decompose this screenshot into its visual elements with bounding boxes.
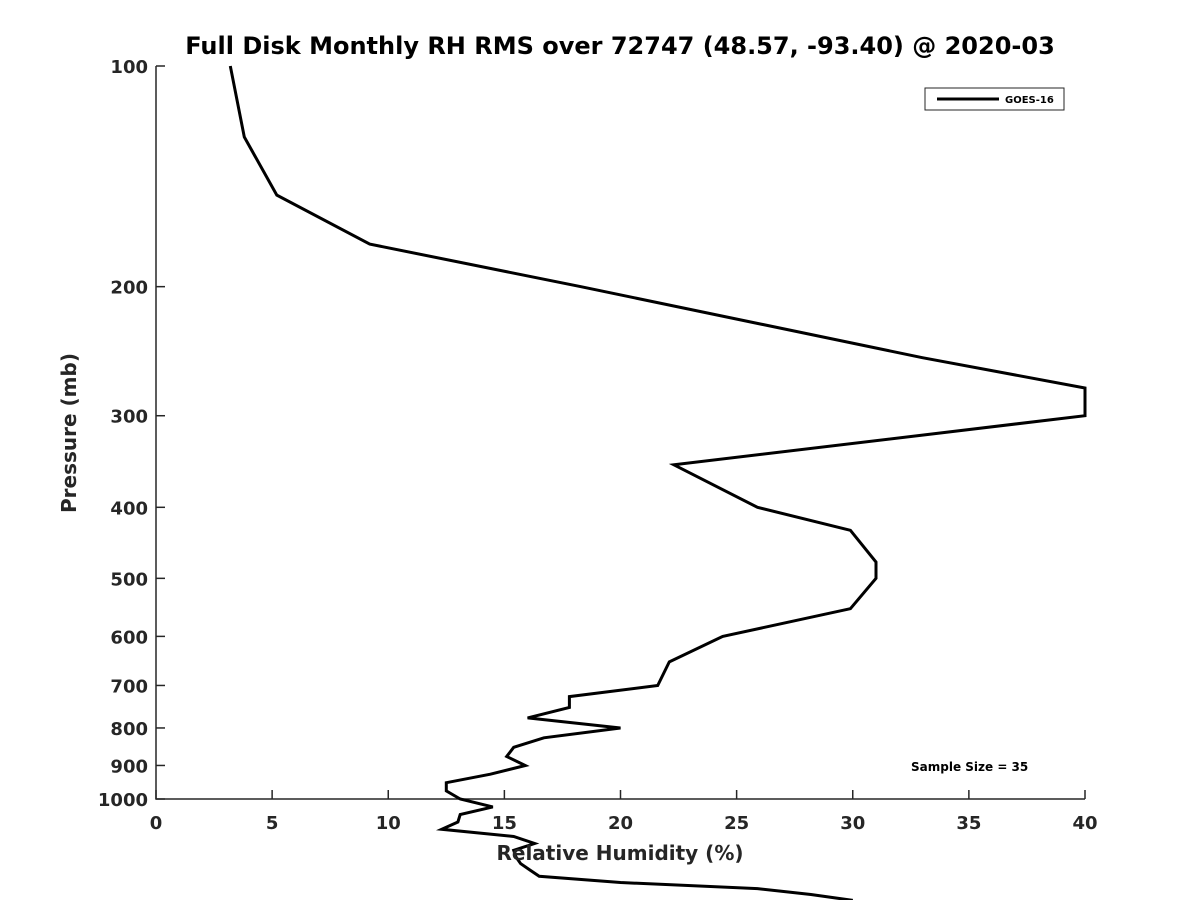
x-tick-label: 30 (840, 813, 865, 834)
x-tick-label: 25 (724, 813, 749, 834)
y-tick-label: 100 (110, 57, 148, 78)
x-tick-label: 40 (1072, 813, 1097, 834)
y-tick-label: 500 (110, 569, 148, 590)
x-tick-label: 10 (376, 813, 401, 834)
plot-area: 0 5 10 15 20 25 30 35 40 100 200 300 400 500 600 700 80… (98, 57, 1098, 900)
y-tick-label: 300 (110, 407, 148, 428)
x-axis-ticks: 0 5 10 15 20 25 30 35 40 (150, 790, 1098, 834)
y-tick-label: 400 (110, 498, 148, 519)
y-tick-label: 800 (110, 719, 148, 740)
x-tick-label: 20 (608, 813, 633, 834)
y-tick-label: 200 (110, 278, 148, 299)
x-tick-label: 0 (150, 813, 163, 834)
x-tick-label: 35 (956, 813, 981, 834)
x-tick-label: 15 (492, 813, 517, 834)
y-tick-label: 700 (110, 676, 148, 697)
y-tick-label: 1000 (98, 790, 148, 811)
legend: GOES-16 (924, 87, 1065, 111)
chart-title: Full Disk Monthly RH RMS over 72747 (48.… (185, 32, 1055, 60)
y-tick-label: 900 (110, 756, 148, 777)
sample-size-annotation: Sample Size = 35 (911, 760, 1028, 774)
series-line-goes-16 (228, 65, 1087, 900)
y-axis-ticks: 100 200 300 400 500 600 700 800 900 1000 (98, 57, 165, 811)
y-tick-label: 600 (110, 627, 148, 648)
x-axis-label: Relative Humidity (%) (496, 841, 743, 865)
x-tick-label: 5 (266, 813, 279, 834)
legend-entry-goes-16: GOES-16 (1005, 95, 1054, 106)
y-axis-label: Pressure (mb) (57, 353, 81, 513)
